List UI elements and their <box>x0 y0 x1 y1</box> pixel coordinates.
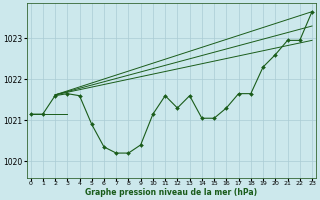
X-axis label: Graphe pression niveau de la mer (hPa): Graphe pression niveau de la mer (hPa) <box>85 188 257 197</box>
